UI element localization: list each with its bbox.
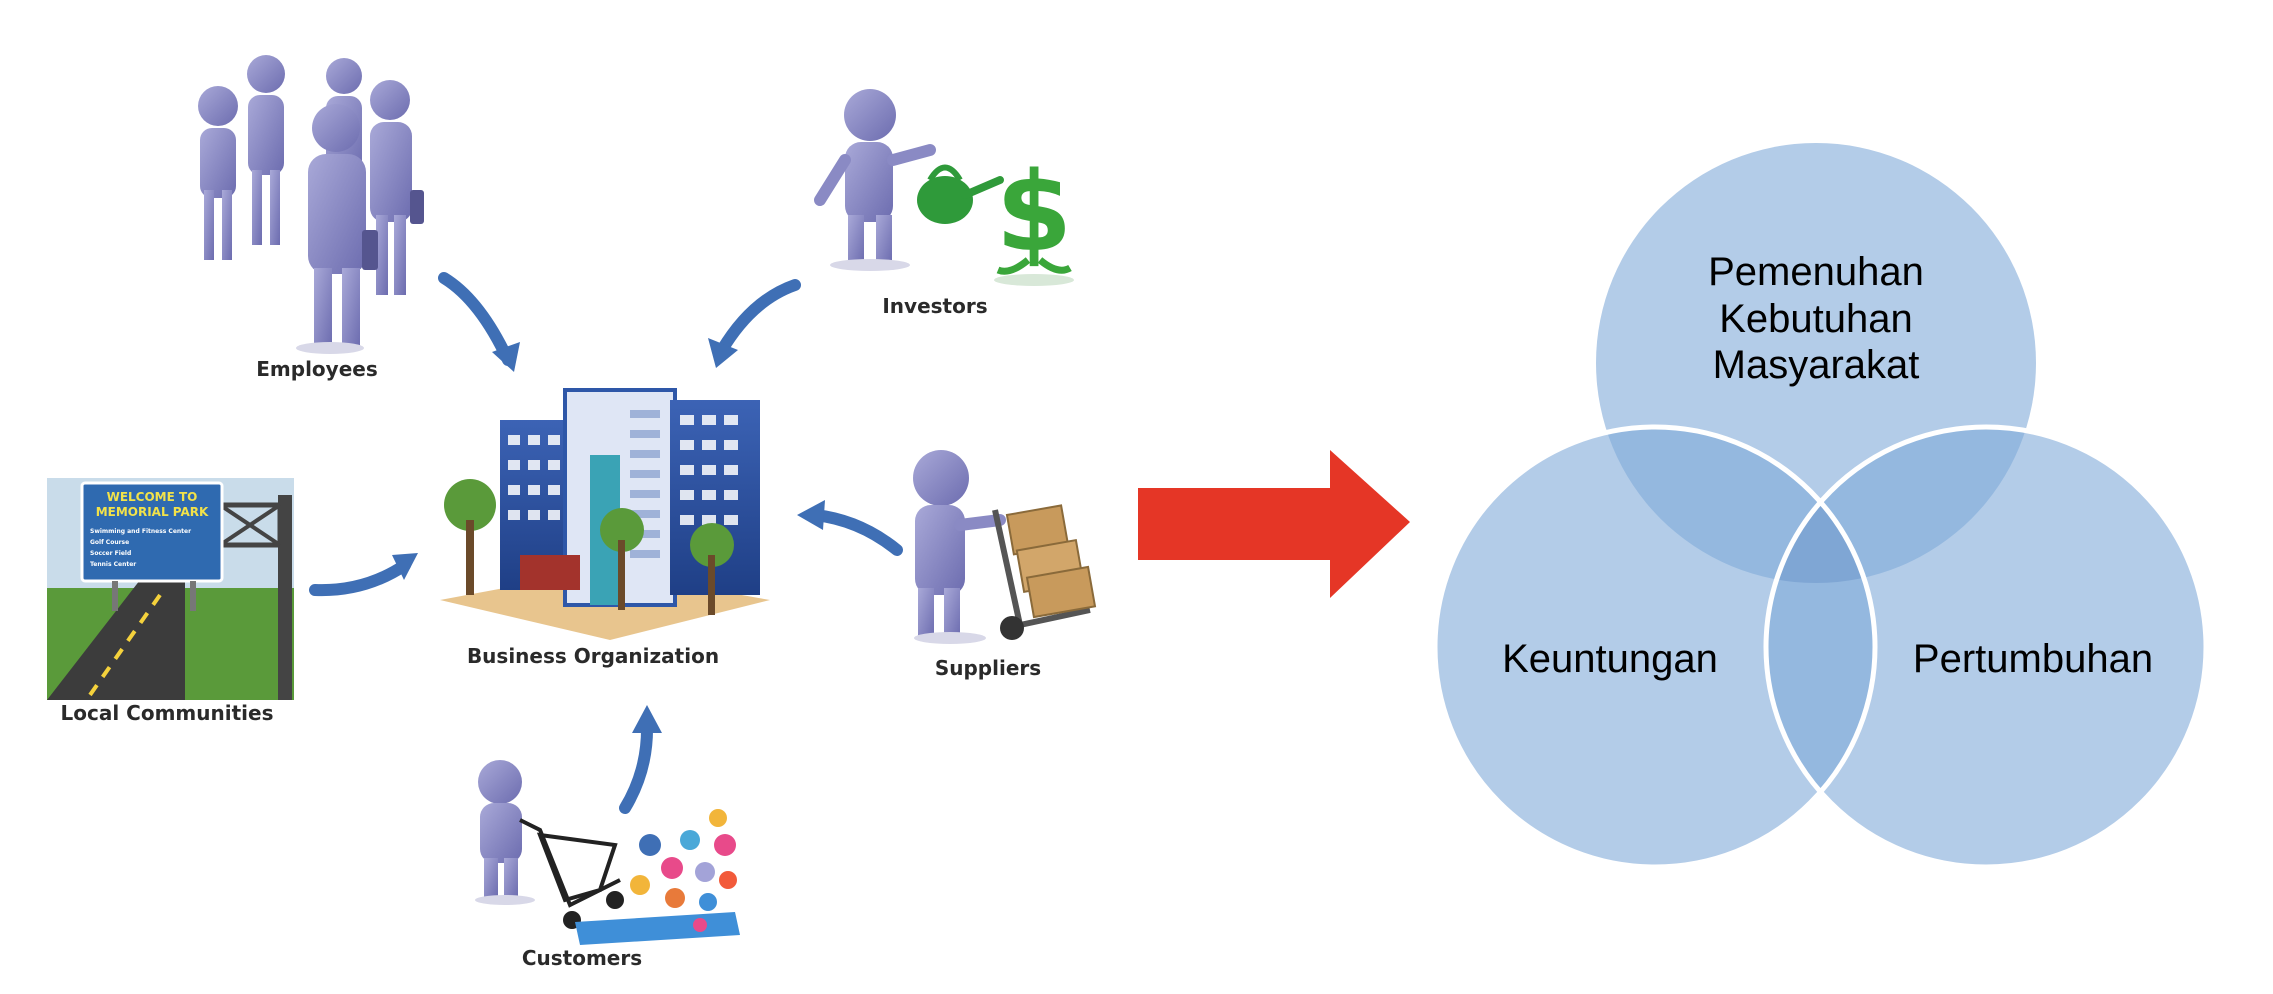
- customers-arrowhead: [632, 705, 662, 733]
- local-communities-arrowhead: [392, 553, 418, 580]
- svg-text:$: $: [996, 148, 1073, 276]
- investors-group: $ Investors: [708, 89, 1074, 368]
- venn-top-label-line3: Masyarakat: [1713, 343, 1920, 387]
- venn-top-label-line2: Kebutuhan: [1719, 297, 1913, 341]
- investors-arrow: [716, 279, 801, 356]
- park-sign-road-icon: WELCOME TO MEMORIAL PARK Swimming and Fi…: [47, 478, 294, 700]
- sign-item: Soccer Field: [90, 550, 131, 557]
- customers-group: Customers: [475, 705, 740, 970]
- sign-item: Swimming and Fitness Center: [90, 528, 191, 535]
- watering-can-icon: [917, 164, 1004, 224]
- investors-label: Investors: [882, 294, 987, 318]
- dollar-plant-icon: $: [994, 148, 1074, 286]
- venn-right-label: Pertumbuhan: [1913, 637, 2153, 681]
- business-organization-label: Business Organization: [467, 644, 719, 668]
- shopping-cart-icon: [519, 818, 624, 929]
- local-communities-group: WELCOME TO MEMORIAL PARK Swimming and Fi…: [47, 478, 418, 725]
- customer-figure-icon: [475, 760, 535, 905]
- investor-figure-icon: [814, 89, 936, 271]
- sign-item: Golf Course: [90, 539, 129, 546]
- employees-group: Employees: [198, 55, 520, 381]
- sign-title-line1: WELCOME TO: [107, 490, 198, 504]
- venn-diagram: Pemenuhan Kebutuhan Masyarakat Keuntunga…: [1432, 143, 2209, 870]
- app-icons-cluster-icon: [575, 809, 740, 945]
- venn-top-label-line1: Pemenuhan: [1708, 250, 1924, 294]
- venn-left-label: Keuntungan: [1502, 637, 1718, 681]
- venn-overlap-top: [1596, 427, 2036, 583]
- local-communities-label: Local Communities: [61, 701, 274, 725]
- hand-truck-boxes-icon: [992, 504, 1097, 640]
- suppliers-label: Suppliers: [935, 656, 1041, 680]
- customers-label: Customers: [522, 946, 642, 970]
- suppliers-arrowhead: [797, 500, 825, 530]
- office-building-icon: [440, 388, 770, 640]
- sign-title-line2: MEMORIAL PARK: [96, 505, 209, 519]
- sign-item: Tennis Center: [90, 561, 136, 568]
- suppliers-group: Suppliers: [797, 450, 1097, 680]
- suppliers-arrow: [809, 509, 903, 556]
- customers-arrow: [619, 719, 654, 814]
- business-organization-group: Business Organization: [440, 388, 770, 668]
- supplier-figure-icon: [913, 450, 1006, 644]
- local-communities-arrow: [309, 559, 411, 597]
- employees-arrowhead: [492, 342, 520, 372]
- investors-arrowhead: [708, 338, 738, 368]
- employees-arrow: [438, 272, 514, 366]
- employees-label: Employees: [256, 357, 377, 381]
- transition-arrow: [1138, 450, 1410, 598]
- employees-figures-icon: [198, 55, 424, 354]
